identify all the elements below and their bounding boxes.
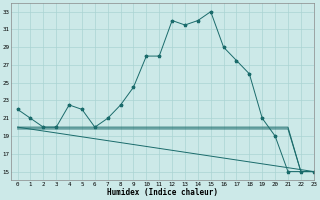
X-axis label: Humidex (Indice chaleur): Humidex (Indice chaleur) bbox=[107, 188, 218, 197]
